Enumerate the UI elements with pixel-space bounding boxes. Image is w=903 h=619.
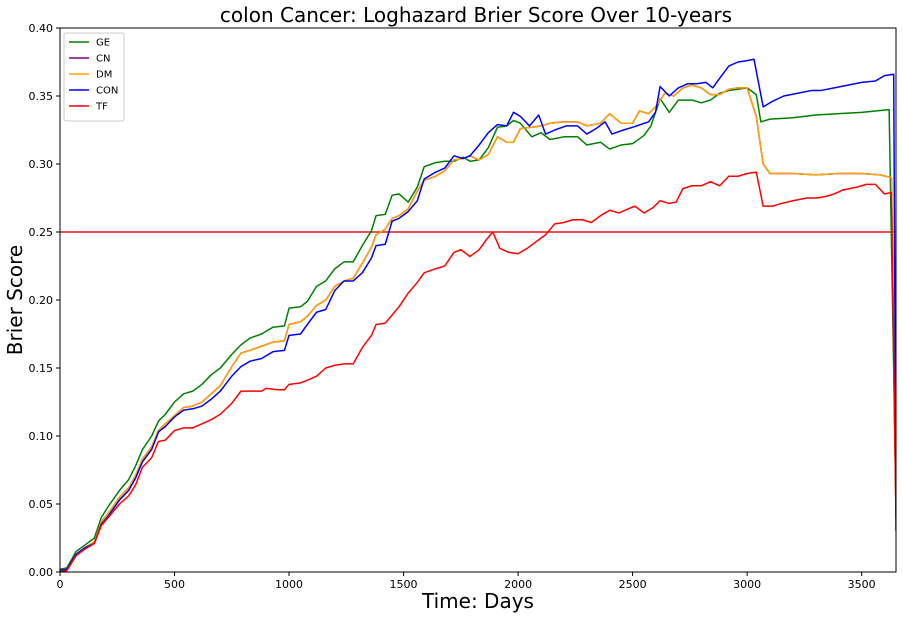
legend: GE CN DM CON TF: [63, 32, 125, 122]
x-tick-label: 1500: [390, 578, 418, 591]
x-tick-label: 2500: [619, 578, 647, 591]
y-tick-label: 0.40: [29, 22, 54, 35]
x-tick-label: 500: [164, 578, 185, 591]
y-tick-label: 0.20: [29, 294, 54, 307]
x-axis-label: Time: Days: [421, 589, 534, 613]
y-tick-label: 0.25: [29, 226, 54, 239]
chart-title: colon Cancer: Loghazard Brier Score Over…: [220, 3, 732, 27]
y-tick-label: 0.35: [29, 90, 54, 103]
y-tick-label: 0.00: [29, 566, 54, 579]
legend-label: GE: [96, 38, 110, 49]
series-line-ge: [60, 87, 896, 571]
series-line-dm: [60, 84, 896, 572]
x-tick-label: 3500: [848, 578, 876, 591]
series-line-con: [60, 58, 896, 572]
legend-label: CON: [96, 86, 118, 97]
legend-label: CN: [96, 54, 110, 65]
y-axis-label: Brier Score: [3, 245, 27, 355]
series-group: [60, 58, 896, 572]
y-axis-ticks: 0.00 0.05 0.10 0.15 0.20 0.25 0.30 0.35 0.40: [29, 22, 60, 579]
legend-label: TF: [95, 102, 108, 113]
x-tick-label: 0: [57, 578, 64, 591]
y-tick-label: 0.15: [29, 362, 54, 375]
legend-label: DM: [96, 70, 112, 81]
legend-box: [63, 32, 125, 122]
series-line-tf: [60, 171, 896, 572]
x-tick-label: 2000: [504, 578, 532, 591]
y-tick-label: 0.05: [29, 498, 54, 511]
x-axis-ticks: 0 500 1000 1500 2000 2500 3000 3500: [57, 572, 876, 591]
y-tick-label: 0.10: [29, 430, 54, 443]
x-tick-label: 1000: [275, 578, 303, 591]
x-tick-label: 3000: [733, 578, 761, 591]
y-tick-label: 0.30: [29, 158, 54, 171]
